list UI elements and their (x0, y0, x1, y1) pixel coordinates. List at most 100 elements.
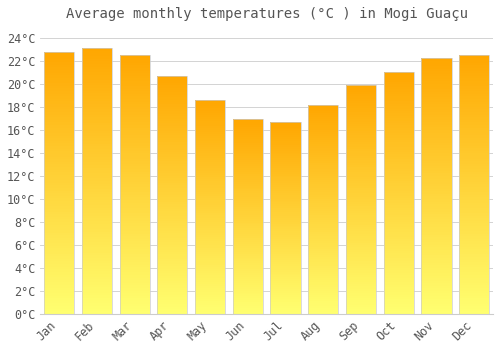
Bar (270, 225, 300, 228)
Bar (308, 115, 338, 117)
Bar (346, 227, 376, 229)
Bar (195, 147, 225, 149)
Bar (422, 278, 452, 281)
Bar (158, 176, 188, 178)
Bar (120, 301, 150, 303)
Bar (346, 186, 376, 188)
Bar (195, 158, 225, 160)
Bar (270, 251, 300, 252)
Bar (459, 306, 490, 309)
Bar (384, 77, 414, 79)
Bar (422, 273, 452, 275)
Bar (270, 258, 300, 260)
Bar (459, 177, 490, 179)
Bar (384, 239, 414, 241)
Bar (422, 92, 452, 94)
Bar (308, 211, 338, 214)
Bar (308, 234, 338, 236)
Bar (346, 309, 376, 312)
Bar (195, 149, 225, 151)
Bar (270, 201, 300, 202)
Bar (232, 139, 263, 141)
Bar (232, 232, 263, 234)
Bar (422, 66, 452, 69)
Bar (82, 285, 112, 287)
Bar (120, 143, 150, 146)
Bar (346, 106, 376, 108)
Bar (158, 133, 188, 135)
Bar (422, 94, 452, 97)
Bar (232, 256, 263, 258)
Bar (459, 156, 490, 159)
Bar (232, 259, 263, 261)
Bar (195, 168, 225, 170)
Bar (195, 124, 225, 126)
Bar (82, 247, 112, 250)
Bar (346, 165, 376, 167)
Bar (120, 241, 150, 244)
Bar (44, 230, 74, 232)
Bar (232, 219, 263, 220)
Bar (44, 240, 74, 243)
Bar (346, 300, 376, 302)
Bar (384, 261, 414, 263)
Bar (82, 131, 112, 133)
Bar (384, 302, 414, 304)
Bar (44, 75, 74, 78)
Bar (308, 228, 338, 230)
Bar (82, 114, 112, 117)
Bar (82, 54, 112, 56)
Bar (120, 267, 150, 270)
Bar (308, 266, 338, 268)
Bar (346, 252, 376, 254)
Bar (308, 209, 338, 211)
Bar (232, 176, 263, 178)
Bar (384, 79, 414, 82)
Bar (308, 140, 338, 142)
Bar (459, 71, 490, 73)
Bar (422, 209, 452, 212)
Bar (384, 299, 414, 302)
Bar (422, 120, 452, 122)
Bar (308, 289, 338, 291)
Bar (44, 303, 74, 306)
Bar (232, 150, 263, 153)
Bar (308, 157, 338, 159)
Bar (422, 161, 452, 163)
Bar (82, 117, 112, 120)
Bar (308, 224, 338, 226)
Bar (422, 260, 452, 263)
Bar (82, 133, 112, 136)
Bar (232, 290, 263, 293)
Bar (384, 72, 414, 75)
Bar (422, 199, 452, 202)
Bar (232, 261, 263, 263)
Bar (195, 312, 225, 314)
Bar (308, 240, 338, 243)
Bar (459, 138, 490, 140)
Bar (195, 286, 225, 288)
Bar (158, 116, 188, 119)
Bar (422, 140, 452, 143)
Bar (270, 304, 300, 306)
Bar (120, 236, 150, 239)
Bar (195, 132, 225, 134)
Bar (44, 288, 74, 290)
Bar (384, 290, 414, 292)
Bar (195, 205, 225, 207)
Bar (232, 293, 263, 294)
Bar (232, 127, 263, 129)
Bar (195, 267, 225, 269)
Bar (384, 193, 414, 196)
Bar (308, 303, 338, 306)
Bar (346, 170, 376, 172)
Bar (44, 72, 74, 75)
Bar (120, 288, 150, 290)
Bar (270, 150, 300, 153)
Bar (82, 226, 112, 229)
Bar (44, 122, 74, 125)
Bar (120, 122, 150, 125)
Bar (195, 228, 225, 230)
Bar (44, 204, 74, 206)
Bar (120, 293, 150, 296)
